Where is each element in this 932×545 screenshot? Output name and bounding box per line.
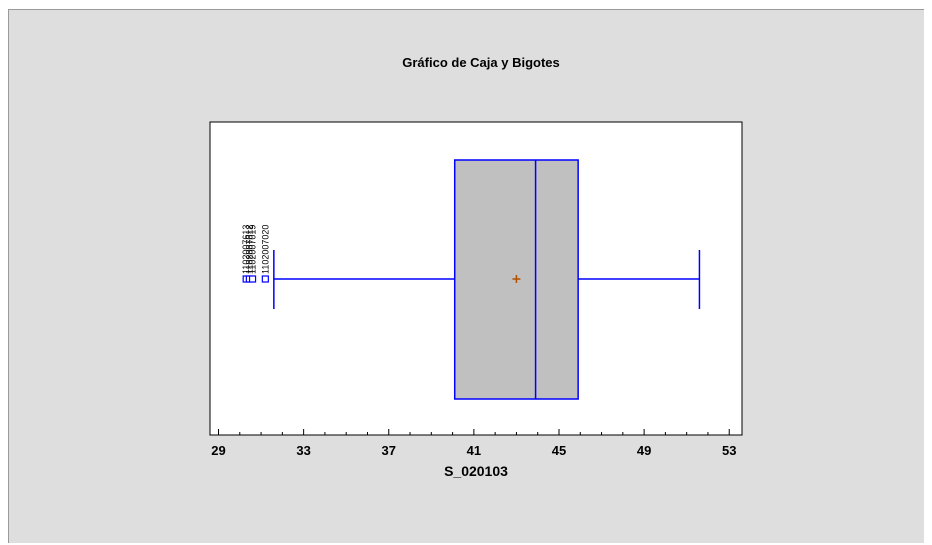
chart-frame: Gráfico de Caja y Bigotes 1102007613 1102… <box>8 9 924 543</box>
mean-marker <box>512 275 521 283</box>
outlier-point <box>261 275 269 283</box>
outlier-label: 1102007012 <box>244 225 254 274</box>
x-axis-label: S_020103 <box>444 463 508 479</box>
outlier-label: 1102007613 <box>241 225 251 274</box>
x-tick-label: 37 <box>382 443 396 458</box>
x-tick-label: 33 <box>296 443 310 458</box>
x-tick-label: 45 <box>552 443 566 458</box>
outlier-label: 1102007019 <box>248 225 258 274</box>
chart-title: Gráfico de Caja y Bigotes <box>402 55 560 70</box>
outlier-label: 1102007020 <box>260 225 270 274</box>
box-plot-chart: Gráfico de Caja y Bigotes 11020076131102… <box>209 55 743 479</box>
x-tick-label: 41 <box>467 443 481 458</box>
outlier-point <box>248 275 257 283</box>
x-tick-label: 49 <box>637 443 651 458</box>
x-tick-label: 29 <box>211 443 225 458</box>
x-tick-label: 53 <box>722 443 736 458</box>
x-axis: 29 33 37 41 45 49 53 <box>211 429 736 458</box>
